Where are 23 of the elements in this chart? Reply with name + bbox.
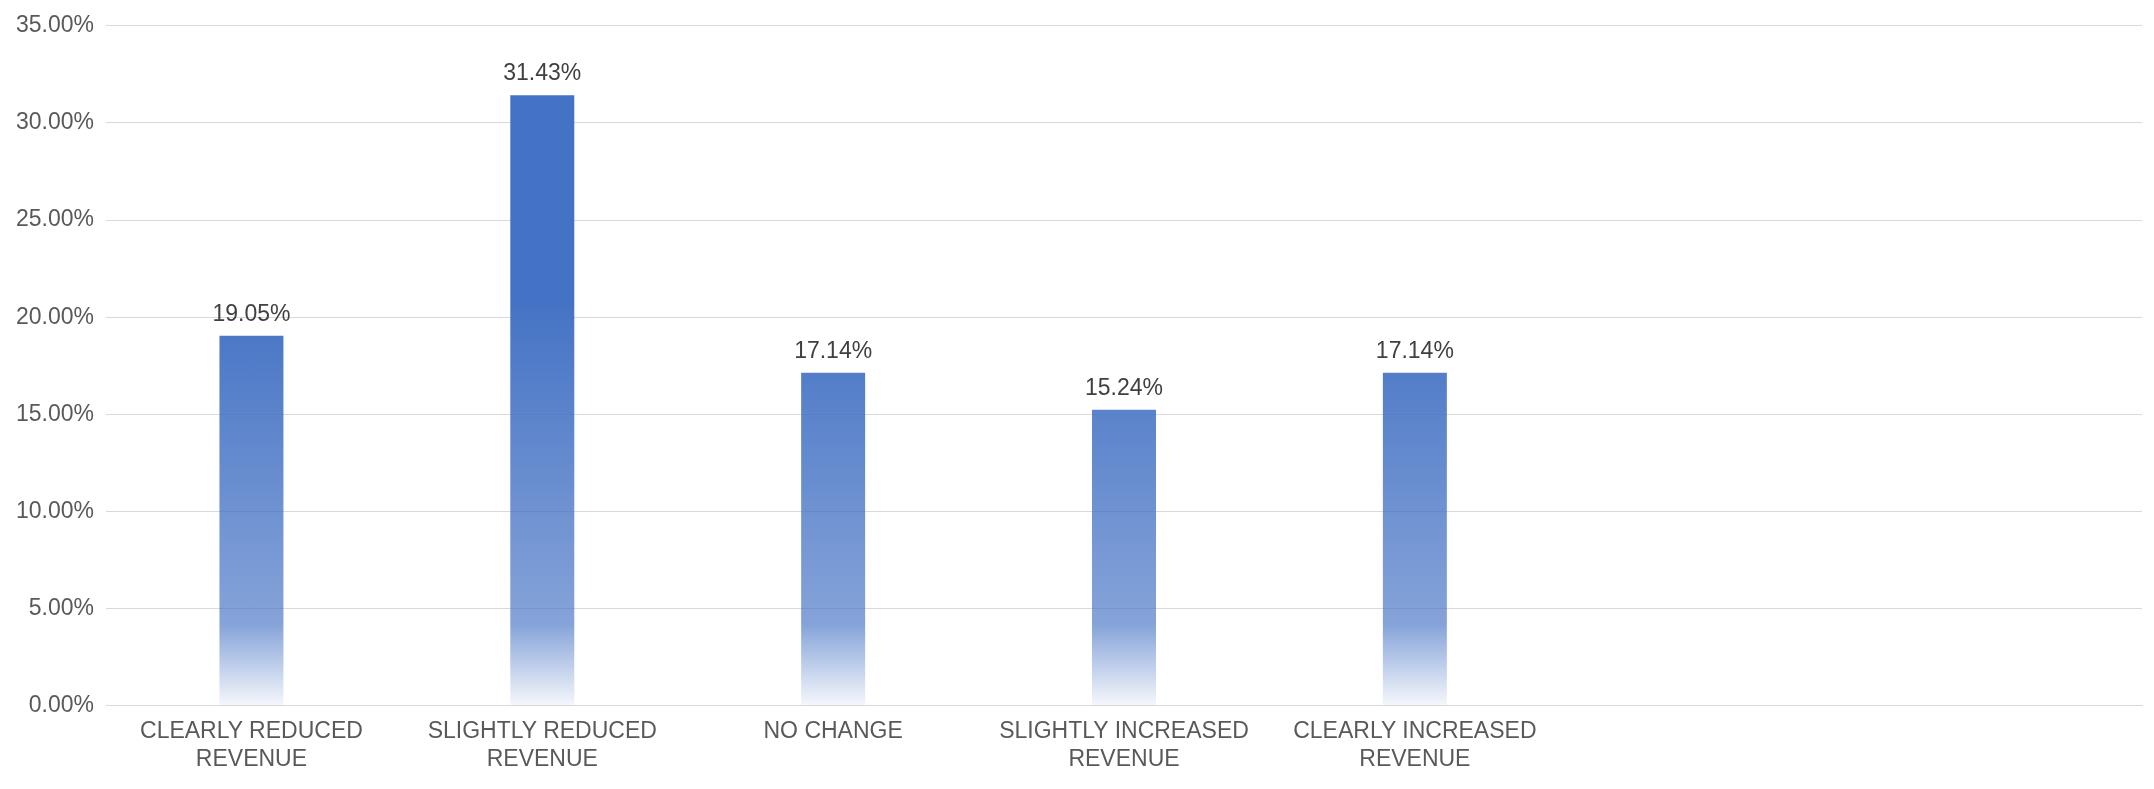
bar [801, 372, 866, 706]
y-tick-label: 15.00% [15, 399, 95, 426]
y-tick-label: 5.00% [28, 594, 95, 620]
y-tick-label: 30.00% [15, 108, 95, 135]
x-tick-label: CLEARLY INCREASED REVENUE [1293, 716, 1537, 771]
y-tick-label: 35.00% [15, 11, 95, 38]
x-tick-label: SLIGHTLY INCREASED REVENUE [999, 716, 1249, 771]
data-label: 17.14% [794, 336, 873, 363]
x-tick-label: CLEARLY REDUCED REVENUE [140, 716, 363, 771]
bar [510, 95, 575, 706]
data-label: 15.24% [1085, 373, 1164, 400]
y-tick-label: 25.00% [15, 205, 95, 232]
y-tick-label: 10.00% [15, 496, 95, 523]
bar [219, 335, 284, 706]
data-label: 17.14% [1375, 336, 1454, 363]
bar [1092, 409, 1156, 706]
x-tick-label: SLIGHTLY REDUCED REVENUE [427, 716, 657, 771]
y-tick-label: 0.00% [28, 691, 95, 718]
bar [1382, 372, 1447, 706]
y-tick-label: 20.00% [15, 302, 95, 329]
data-label: 19.05% [212, 299, 291, 326]
x-tick-label: NO CHANGE [763, 716, 903, 743]
data-label: 31.43% [503, 59, 582, 85]
